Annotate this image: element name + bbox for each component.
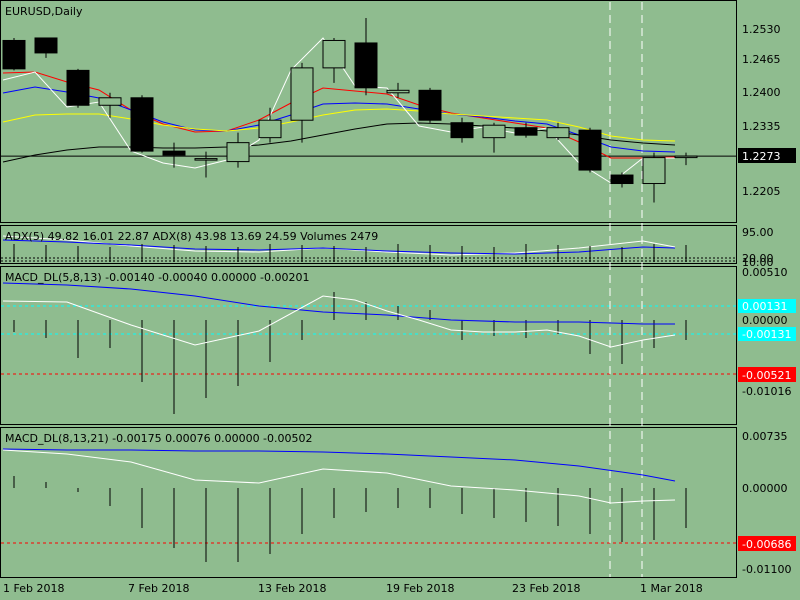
price-axis-label: 1.2335: [742, 120, 781, 133]
macd2-header: MACD_DL(8,13,21) -0.00175 0.00076 0.0000…: [5, 432, 313, 445]
candle: [226, 142, 250, 163]
macd1-cyan-upper-label: 0.00131: [742, 300, 788, 313]
price-axis-label: 1.2530: [742, 23, 781, 36]
candle: [418, 89, 442, 121]
current-price-label: 1.2273: [742, 150, 781, 163]
macd1-white-line: [2, 295, 676, 348]
macd2-white-line: [2, 449, 676, 504]
time-axis-label: 19 Feb 2018: [386, 582, 454, 595]
macd1-header: MACD_DL(5,8,13) -0.00140 -0.00040 0.0000…: [5, 271, 310, 284]
adx-axis-label: 10.00: [742, 256, 774, 269]
current-price-tag: [738, 148, 796, 163]
time-axis-label: 1 Feb 2018: [3, 582, 64, 595]
macd1-red-tag: [738, 367, 796, 382]
candle: [674, 155, 698, 159]
candle: [354, 42, 378, 89]
adx-header: ADX(5) 49.82 16.01 22.87 ADX(8) 43.98 13…: [5, 230, 378, 243]
time-axis-label: 23 Feb 2018: [512, 582, 580, 595]
macd2-red-label: -0.00686: [742, 538, 791, 551]
chart-title: EURUSD,Daily: [5, 5, 83, 18]
macd1-blue-line: [2, 282, 675, 325]
macd2-panel[interactable]: [0, 427, 737, 578]
candle: [2, 39, 26, 70]
macd1-cyan-tag-lower: [738, 327, 796, 341]
candle: [386, 89, 410, 94]
price-axis-label: 1.2465: [742, 53, 781, 66]
macd2-axis-label: 0.00735: [742, 430, 788, 443]
candle: [450, 122, 474, 139]
candle: [258, 119, 282, 139]
macd1-cyan-tag-upper: [738, 299, 796, 313]
candle: [482, 124, 506, 139]
candle: [514, 127, 538, 136]
time-axis-label: 1 Mar 2018: [640, 582, 703, 595]
candle: [610, 174, 634, 185]
candle: [194, 158, 218, 161]
time-axis-label: 7 Feb 2018: [128, 582, 189, 595]
macd2-red-tag: [738, 536, 796, 551]
macd1-axis-label: 0.00510: [742, 266, 788, 279]
macd2-blue-line: [2, 448, 676, 482]
price-axis-label: 1.2400: [742, 86, 781, 99]
price-panel[interactable]: [0, 0, 737, 223]
adx-axis-label: 20.00: [742, 252, 774, 265]
candle: [578, 129, 602, 171]
candle: [546, 127, 570, 139]
macd2-axis-label: -0.01100: [742, 563, 791, 576]
macd2-axis-label: 0.00000: [742, 482, 788, 495]
candle: [130, 97, 154, 152]
candle: [66, 69, 90, 106]
adx-panel[interactable]: [0, 225, 737, 264]
adx-axis-label: 95.00: [742, 226, 774, 239]
candle: [322, 39, 346, 69]
macd1-red-label: -0.00521: [742, 369, 791, 382]
price-axis-label: 1.2205: [742, 185, 781, 198]
macd1-axis-label: -0.01016: [742, 385, 791, 398]
candle: [642, 157, 666, 185]
ma-blue-line: [2, 86, 676, 153]
candle: [290, 67, 314, 121]
time-axis-label: 13 Feb 2018: [258, 582, 326, 595]
candle: [34, 37, 58, 54]
candle: [98, 97, 122, 106]
candle: [162, 150, 186, 156]
ma-yellow-line: [2, 108, 676, 142]
macd1-axis-label: 0.00000: [742, 314, 788, 327]
macd1-panel[interactable]: [0, 266, 737, 425]
macd1-cyan-lower-label: -0.00131: [742, 328, 791, 341]
